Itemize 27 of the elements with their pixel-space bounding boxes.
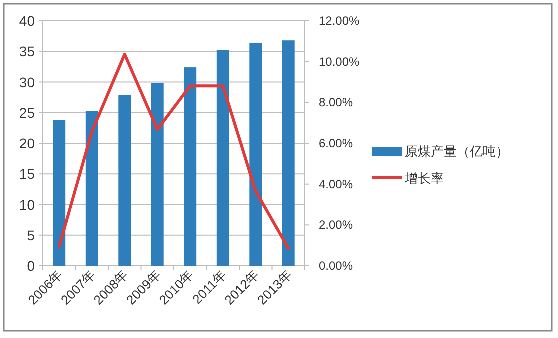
bar: [151, 83, 164, 266]
y2-tick-label: 12.00%: [319, 14, 360, 28]
y2-tick-label: 2.00%: [319, 218, 354, 232]
y2-tick-label: 6.00%: [319, 136, 354, 150]
bar: [86, 111, 98, 266]
y-tick-label: 35: [19, 44, 36, 60]
y2-tick-label: 4.00%: [319, 177, 354, 192]
legend-label: 增长率: [404, 171, 444, 186]
y-tick-label: 0: [27, 258, 36, 274]
y-tick-label: 5: [27, 227, 36, 244]
y-tick-label: 25: [19, 104, 36, 121]
y2-tick-label: 0.00%: [319, 259, 354, 273]
bar: [216, 50, 230, 266]
bar: [250, 43, 262, 266]
bar: [118, 95, 132, 266]
y-tick-label: 10: [19, 196, 36, 213]
y2-tick-label: 10.00%: [319, 54, 360, 69]
bar: [282, 40, 295, 266]
y-tick-label: 20: [19, 136, 36, 152]
y-tick-label: 30: [19, 74, 36, 90]
y-tick-label: 40: [19, 13, 36, 29]
legend-label: 原煤产量（亿吨）: [405, 144, 509, 159]
bar: [53, 120, 66, 266]
bar: [184, 68, 197, 266]
y-tick-label: 15: [19, 166, 36, 182]
line-series: [58, 52, 290, 250]
y2-tick-label: 8.00%: [319, 96, 354, 110]
